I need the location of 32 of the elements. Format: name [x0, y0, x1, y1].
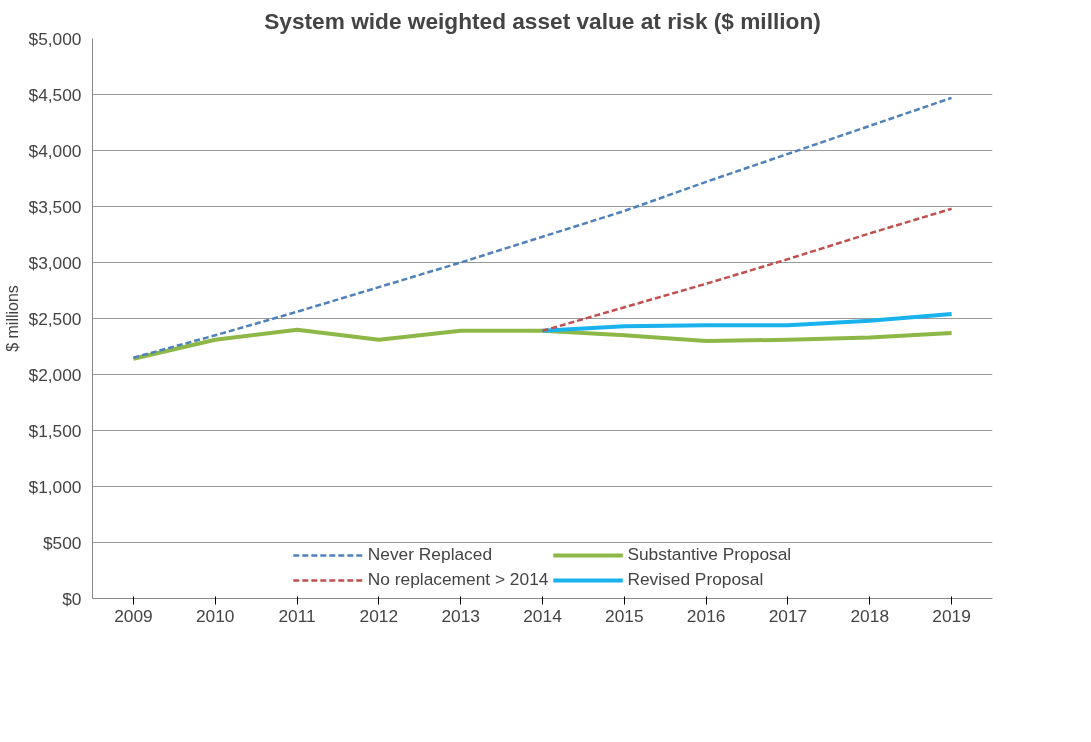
y-tick-label: $500 [42, 532, 82, 553]
line-series [540, 312, 954, 333]
line-series [131, 327, 954, 361]
legend-label: Substantive Proposal [627, 544, 792, 565]
y-tick-label: $4,000 [28, 140, 82, 161]
y-tick-label: $2,500 [28, 308, 82, 329]
x-tick-label: 2014 [523, 605, 563, 626]
x-tick-label: 2010 [195, 605, 235, 626]
x-tick-label: 2012 [359, 605, 399, 626]
y-tick-label: $5,000 [28, 28, 82, 49]
y-axis-title: $ millions [3, 285, 21, 352]
legend-label: Revised Proposal [627, 569, 764, 590]
x-tick-label: 2019 [932, 605, 971, 626]
x-tick-label: 2009 [114, 605, 153, 626]
x-tick-label: 2017 [768, 605, 808, 626]
x-tick-label: 2016 [686, 605, 726, 626]
y-tick-label: $4,500 [28, 84, 82, 105]
chart-title: System wide weighted asset value at risk ($ million) [264, 7, 821, 34]
y-tick-label: $3,000 [28, 252, 82, 273]
x-tick-label: 2018 [850, 605, 890, 626]
y-tick-label: $3,500 [28, 196, 82, 217]
x-tick-label: 2013 [441, 605, 480, 626]
line-series [541, 207, 953, 333]
legend-label: No replacement > 2014 [367, 569, 549, 590]
x-tick-label: 2015 [605, 605, 644, 626]
y-tick-label: $0 [62, 588, 82, 609]
y-tick-label: $1,000 [28, 476, 82, 497]
y-tick-label: $1,500 [28, 420, 82, 441]
y-tick-label: $2,000 [28, 364, 82, 385]
line-series [132, 96, 953, 359]
legend-label: Never Replaced [367, 544, 493, 565]
x-tick-label: 2011 [278, 605, 316, 626]
